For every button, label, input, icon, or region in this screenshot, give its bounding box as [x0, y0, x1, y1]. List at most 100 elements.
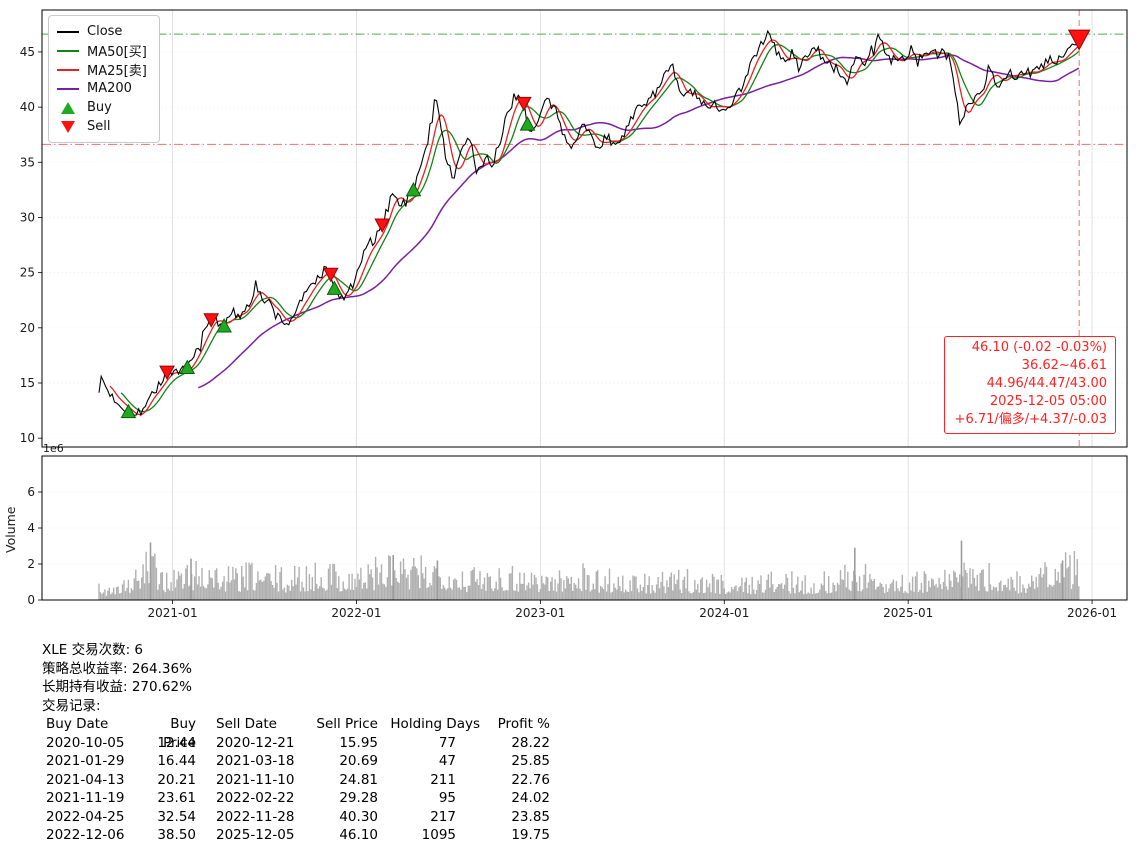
- table-cell: 24.02: [511, 790, 550, 806]
- table-cell: Buy Date: [46, 716, 109, 732]
- volume-spike-bar: [392, 555, 394, 600]
- table-cell: 2021-11-19: [46, 790, 125, 806]
- sell-marker: [203, 313, 220, 328]
- x-tick-label: 2021-01: [147, 606, 197, 620]
- legend: Close MA50[买] MA25[卖] MA200 Buy Sell: [48, 15, 160, 143]
- table-row: 2021-01-29 16.44 2021-03-18 20.69 47 25.85: [42, 752, 550, 771]
- sell-marker-icon: [61, 120, 75, 133]
- table-cell: 12.44: [157, 734, 196, 751]
- sell-marker: [515, 96, 532, 112]
- table-cell: 1095: [421, 827, 456, 843]
- table-cell: 47: [438, 753, 456, 769]
- buy-marker: [179, 359, 196, 375]
- buy-marker: [216, 318, 232, 333]
- sell-marker: [322, 267, 339, 283]
- close-line-swatch: [57, 30, 79, 33]
- volume-spike-bar: [1061, 560, 1064, 600]
- volume-panel-frame: [41, 455, 1128, 601]
- legend-item-ma50: MA50[买]: [57, 41, 147, 60]
- table-cell: Sell Price: [316, 716, 378, 732]
- legend-label-buy: Buy: [87, 100, 112, 115]
- table-cell: 2025-12-05: [216, 827, 295, 843]
- ma50-line-swatch: [57, 49, 79, 52]
- volume-scale-label: 1e6: [43, 442, 64, 455]
- table-cell: 77: [438, 734, 456, 751]
- table-cell: 23.85: [511, 808, 550, 825]
- table-cell: Holding Days: [390, 716, 480, 732]
- table-cell: 2022-02-22: [216, 790, 295, 806]
- strategy-return-line: 策略总收益率: 264.36%: [42, 660, 192, 677]
- table-cell: 15.95: [339, 734, 378, 751]
- price-tick-label: 45: [20, 45, 35, 59]
- volume-tick-label: 6: [27, 485, 35, 499]
- table-cell: Sell Date: [216, 716, 277, 732]
- sell-marker: [1067, 29, 1091, 51]
- table-cell: 16.44: [157, 753, 196, 769]
- table-cell: 38.50: [157, 827, 196, 843]
- table-cell: 2020-12-21: [216, 734, 295, 751]
- price-tick-label: 10: [20, 431, 35, 445]
- volume-spike-bar: [436, 560, 439, 600]
- table-cell: Buy Price: [163, 716, 196, 751]
- table-cell: 2022-12-06: [46, 827, 125, 843]
- table-cell: 2021-04-13: [46, 771, 125, 788]
- table-cell: 40.30: [339, 808, 378, 825]
- legend-item-buy: Buy: [57, 98, 147, 117]
- volume-bars: [98, 540, 1080, 600]
- table-cell: 2021-01-29: [46, 753, 125, 769]
- volume-tick-label: 4: [27, 521, 35, 535]
- price-tick-label: 25: [20, 266, 35, 280]
- price-tick-label: 30: [20, 210, 35, 224]
- sell-marker: [374, 218, 391, 233]
- table-cell: 22.76: [511, 771, 550, 788]
- buy-marker: [405, 181, 422, 197]
- price-tick-label: 20: [20, 321, 35, 335]
- price-tick-label: 40: [20, 100, 35, 114]
- volume-spike-bar: [960, 540, 963, 600]
- volume-tick-label: 2: [27, 557, 35, 571]
- sell-marker: [159, 365, 175, 380]
- volume-tick-label: 0: [27, 593, 35, 607]
- volume-spike-bar: [149, 542, 152, 600]
- table-cell: 24.81: [339, 771, 378, 788]
- legend-label-sell: Sell: [87, 119, 111, 134]
- table-cell: 2021-03-18: [216, 753, 295, 769]
- table-cell: 95: [438, 790, 456, 806]
- ma200-line-swatch: [57, 87, 79, 90]
- stats-block: XLE 交易次数: 6 策略总收益率: 264.36% 长期持有收益: 270.…: [42, 641, 550, 845]
- table-cell: 217: [430, 808, 456, 825]
- price-volume-chart: 2021-01 2022-01 2023-01 2024-01 2025-01 2026-…: [3, 9, 1128, 620]
- table-cell: 19.75: [511, 827, 550, 843]
- table-cell: 20.69: [339, 753, 378, 769]
- x-tick-label: 2026-01: [1067, 606, 1117, 620]
- legend-label-ma50: MA50[买]: [87, 45, 147, 60]
- table-cell: 29.28: [339, 790, 378, 806]
- legend-item-ma200: MA200: [57, 79, 147, 98]
- ma25-line: [109, 39, 1080, 416]
- table-cell: 2020-10-05: [46, 734, 125, 751]
- volume-spike-bar: [190, 558, 192, 600]
- buy-marker: [519, 116, 536, 131]
- table-cell: 28.22: [511, 734, 550, 751]
- x-tick-label: 2022-01: [331, 606, 381, 620]
- legend-item-sell: Sell: [57, 117, 147, 136]
- legend-label-ma200: MA200: [87, 81, 132, 96]
- table-cell: 25.85: [511, 753, 550, 769]
- buy-marker: [326, 280, 343, 295]
- hold-return-line: 长期持有收益: 270.62%: [42, 679, 192, 695]
- table-header-row: Buy Date Buy Price Sell Date Sell Price Hold…: [42, 715, 550, 751]
- table-cell: 32.54: [157, 808, 196, 825]
- x-tick-label: 2023-01: [515, 606, 565, 620]
- trade-records-label: 交易记录:: [42, 697, 101, 714]
- price-panel-frame: [41, 9, 1128, 448]
- volume-axis-label: Volume: [3, 506, 18, 553]
- legend-item-close: Close: [57, 22, 147, 41]
- close-line: [98, 29, 1080, 419]
- table-cell: 211: [430, 771, 456, 788]
- legend-item-ma25: MA25[卖]: [57, 60, 147, 79]
- x-tick-label: 2025-01: [883, 606, 933, 620]
- table-cell: 20.21: [157, 771, 196, 788]
- table-row: 2020-10-05 12.44 2020-12-21 15.95 77 28.22: [42, 734, 550, 753]
- price-tick-label: 35: [20, 155, 35, 169]
- table-cell: 2022-11-28: [216, 808, 295, 825]
